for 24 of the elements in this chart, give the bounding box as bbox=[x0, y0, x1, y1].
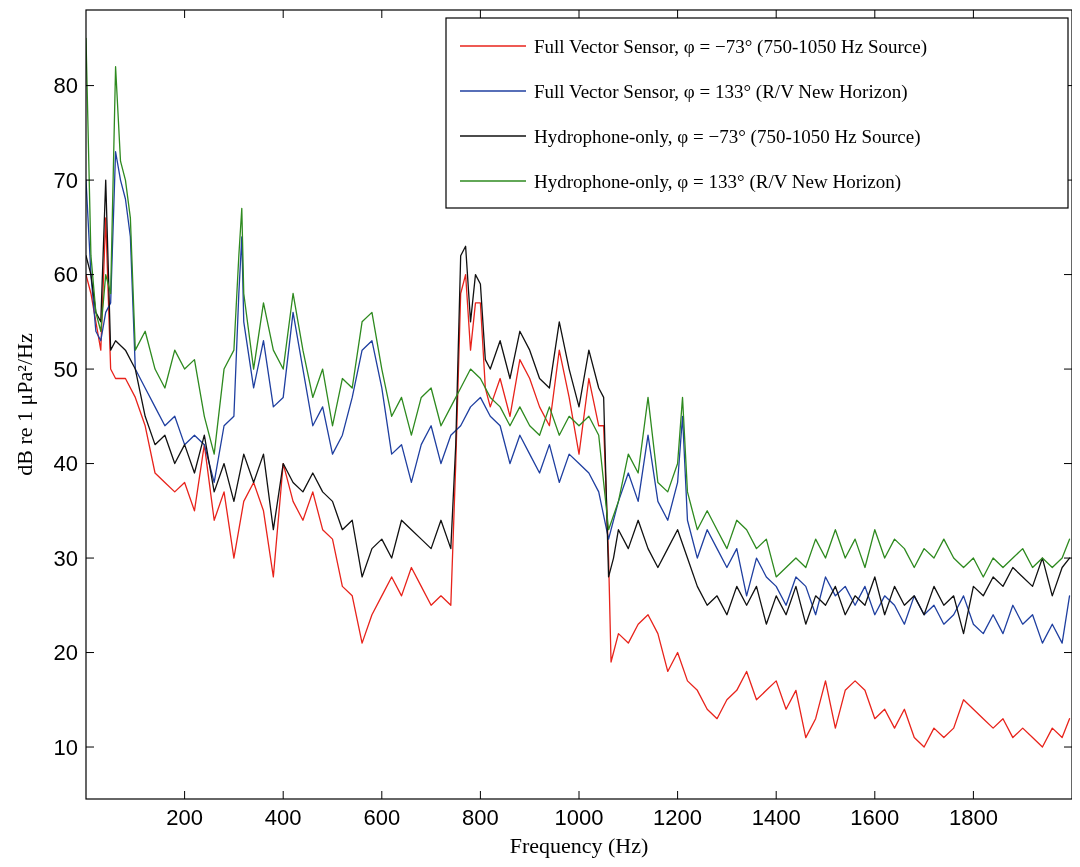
x-tick-label: 1200 bbox=[653, 805, 703, 830]
x-tick-label: 800 bbox=[462, 805, 499, 830]
y-tick-label: 80 bbox=[53, 73, 78, 99]
x-tick-label: 200 bbox=[166, 805, 203, 830]
y-tick-label: 30 bbox=[53, 545, 78, 571]
y-tick-label: 70 bbox=[53, 167, 78, 193]
y-tick-label: 10 bbox=[53, 734, 78, 760]
y-tick-label: 40 bbox=[53, 451, 78, 477]
legend-label: Full Vector Sensor, φ = −73° (750-1050 Hz Source) bbox=[534, 35, 927, 58]
x-axis-title: Frequency (Hz) bbox=[509, 833, 649, 858]
x-tick-label: 1000 bbox=[554, 805, 604, 830]
legend-label: Full Vector Sensor, φ = 133° (R/V New Horizon) bbox=[534, 80, 908, 103]
y-axis-title: dB re 1 μPa²/Hz bbox=[12, 333, 37, 476]
y-tick-label: 60 bbox=[53, 262, 78, 288]
y-tick-label: 50 bbox=[53, 356, 78, 382]
line-series bbox=[86, 217, 1071, 748]
y-tick-label: 20 bbox=[53, 640, 78, 666]
legend-label: Hydrophone-only, φ = 133° (R/V New Horizon) bbox=[534, 170, 902, 193]
x-tick-label: 1400 bbox=[751, 805, 801, 830]
x-tick-label: 1600 bbox=[850, 805, 900, 830]
legend-label: Hydrophone-only, φ = −73° (750-1050 Hz Source) bbox=[534, 125, 921, 148]
x-tick-label: 1800 bbox=[948, 805, 998, 830]
x-tick-label: 600 bbox=[363, 805, 401, 830]
x-tick-label: 400 bbox=[264, 805, 302, 830]
